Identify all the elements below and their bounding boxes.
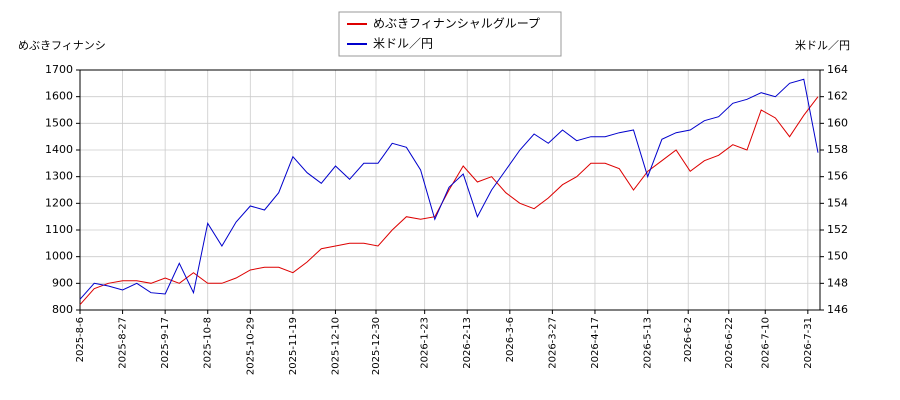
y-tick-label: 800 [52,303,73,316]
legend-label: 米ドル／円 [373,37,433,51]
y2-tick-label: 160 [827,116,848,129]
x-tick-label: 2026-5-13 [643,317,654,369]
x-tick-label: 2025-8-6 [75,317,86,362]
legend-label: めぶきフィナンシャルグループ [373,17,540,31]
y-tick-label: 1300 [45,170,73,183]
x-tick-label: 2025-12-10 [330,317,341,375]
y-tick-label: 1600 [45,90,73,103]
x-tick-label: 2026-7-10 [760,317,771,369]
legend-box [338,11,562,57]
y-tick-label: 1500 [45,116,73,129]
y2-tick-label: 148 [827,276,848,289]
y2-tick-label: 150 [827,250,848,263]
x-tick-label: 2026-3-27 [547,317,558,369]
y2-tick-label: 162 [827,90,848,103]
y2-tick-label: 158 [827,143,848,156]
x-tick-label: 2025-9-17 [160,317,171,369]
y2-tick-label: 152 [827,223,848,236]
y-axis-label: めぶきフィナンシ [18,39,106,52]
y2-tick-label: 154 [827,196,848,209]
plot-frame [79,69,821,311]
x-tick-label: 2025-10-8 [203,317,214,369]
x-tick-label: 2026-2-13 [462,317,473,369]
y2-tick-label: 156 [827,170,848,183]
x-tick-label: 2026-6-2 [683,317,694,362]
x-tick-label: 2026-1-23 [420,317,431,369]
y-tick-label: 1200 [45,196,73,209]
x-tick-label: 2025-12-30 [371,317,382,375]
y2-tick-label: 146 [827,303,848,316]
x-tick-label: 2025-11-19 [288,317,299,375]
y-tick-label: 1100 [45,223,73,236]
y2-axis-label: 米ドル／円 [795,39,850,52]
y-tick-label: 1000 [45,250,73,263]
x-tick-label: 2026-4-17 [590,317,601,369]
y2-tick-label: 164 [827,63,848,76]
x-tick-label: 2025-10-29 [245,317,256,375]
x-tick-label: 2026-6-22 [724,317,735,369]
x-tick-label: 2025-8-27 [118,317,129,369]
y-tick-label: 1400 [45,143,73,156]
data-line [79,96,819,306]
x-tick-label: 2026-7-31 [803,317,814,369]
y-tick-label: 900 [52,276,73,289]
x-tick-label: 2026-3-6 [505,317,516,362]
data-line [79,78,819,300]
y-tick-label: 1700 [45,63,73,76]
